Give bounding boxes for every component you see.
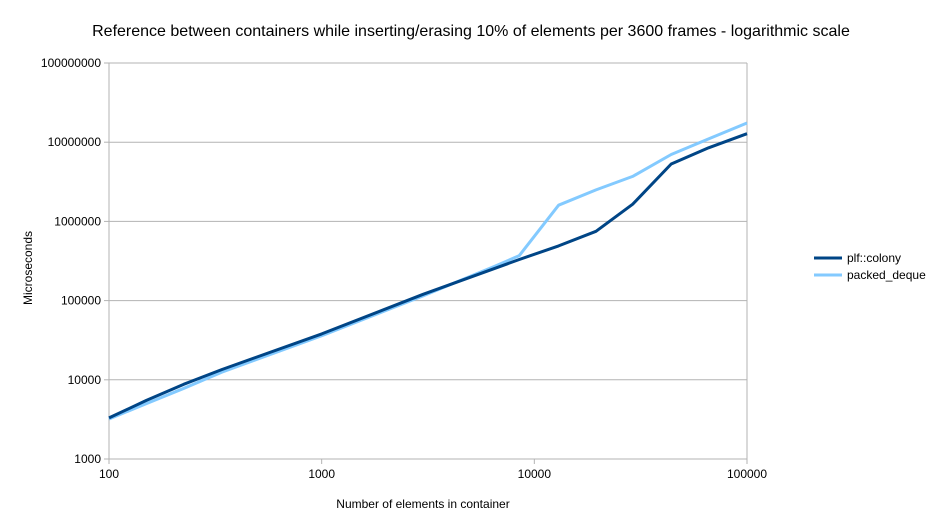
plot-area bbox=[108, 63, 748, 460]
y-axis-title: Microseconds bbox=[21, 231, 35, 305]
chart-title: Reference between containers while inser… bbox=[92, 23, 850, 40]
series-line-plf-colony bbox=[108, 132, 748, 420]
x-tick-label: 100000 bbox=[727, 467, 767, 481]
y-tick-label: 1000000 bbox=[54, 214, 101, 228]
legend-label: packed_deque bbox=[847, 268, 926, 282]
y-tick-label: 100000000 bbox=[41, 56, 101, 70]
x-tick-label: 1000 bbox=[308, 467, 335, 481]
y-tick-label: 1000 bbox=[74, 452, 101, 466]
x-axis-title: Number of elements in container bbox=[336, 497, 509, 511]
legend-label: plf::colony bbox=[847, 251, 901, 265]
x-tick-label: 100 bbox=[99, 467, 119, 481]
y-axis: 1000 10000 100000 1000000 10000000 100000000 bbox=[41, 56, 109, 466]
series-group bbox=[108, 121, 748, 421]
y-tick-label: 10000 bbox=[68, 373, 102, 387]
series-line-packed-deque bbox=[108, 121, 748, 421]
grid bbox=[109, 62, 747, 460]
y-tick-label: 10000000 bbox=[48, 135, 102, 149]
x-tick-label: 10000 bbox=[518, 467, 552, 481]
y-tick-label: 100000 bbox=[61, 294, 101, 308]
x-axis: 100 1000 10000 100000 bbox=[99, 459, 767, 481]
